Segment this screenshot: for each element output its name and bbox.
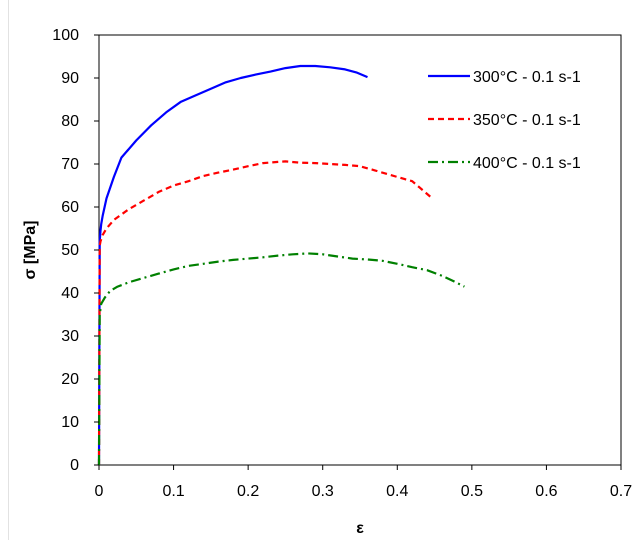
x-tick-label: 0.1 [162,483,184,500]
y-tick-label: 10 [61,414,79,431]
legend-label-3: 400°C - 0.1 s-1 [473,155,581,172]
x-tick-label: 0 [95,483,104,500]
x-tick-label: 0.3 [312,483,334,500]
y-tick-label: 40 [61,285,79,302]
y-tick-label: 70 [61,156,79,173]
series-line-2 [97,160,432,466]
x-tick-label: 0.6 [535,483,557,500]
legend-label-1: 300°C - 0.1 s-1 [473,69,581,86]
y-tick-label: 50 [61,242,79,259]
x-tick-label: 0.4 [386,483,408,500]
legend: 300°C - 0.1 s-1 350°C - 0.1 s-1 400°C - 0.… [428,69,581,172]
y-tick-label: 60 [61,199,79,216]
x-axis: 0 0.1 0.2 0.3 0.4 0.5 0.6 0.7 [95,465,632,500]
y-tick-label: 20 [61,371,79,388]
x-tick-label: 0.5 [461,483,483,500]
y-tick-label: 80 [61,113,79,130]
y-axis: 0 10 20 30 40 50 60 70 80 90 100 [52,27,99,474]
image-left-border [8,0,9,540]
y-tick-label: 90 [61,70,79,87]
x-tick-label: 0.2 [237,483,259,500]
y-tick-label: 0 [70,457,79,474]
x-axis-title: ε [356,520,364,537]
series-line-1 [97,64,368,466]
plot-frame [98,34,622,466]
y-tick-label: 100 [52,27,79,44]
plot-area [97,34,622,466]
legend-label-2: 350°C - 0.1 s-1 [473,112,581,129]
y-axis-title: σ [MPa] [22,221,39,280]
x-tick-label: 0.7 [610,483,632,500]
series-line-3 [97,252,465,466]
y-tick-label: 30 [61,328,79,345]
